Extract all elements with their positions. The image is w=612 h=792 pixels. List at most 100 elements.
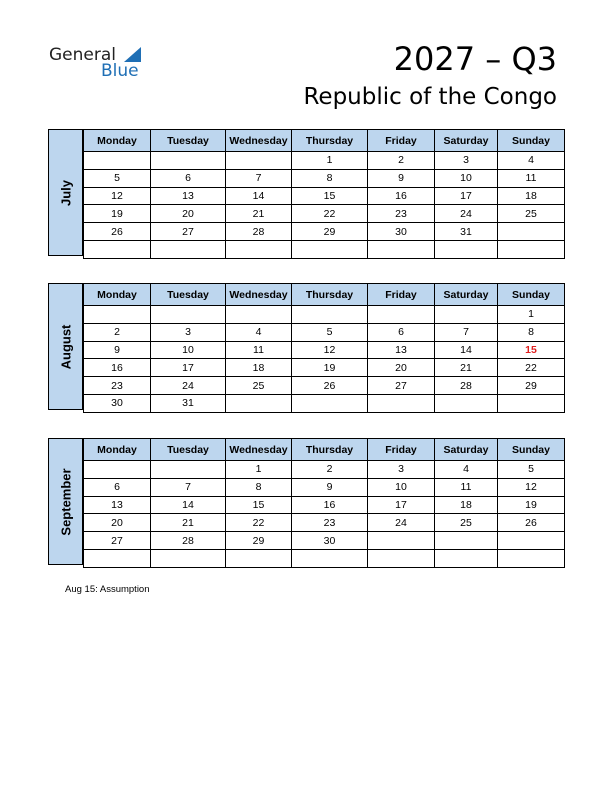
day-cell [367,548,435,568]
day-cell: 1 [497,305,565,324]
day-cell [497,222,565,241]
day-cell: 24 [150,376,226,395]
day-cell: 28 [434,376,498,395]
day-cell: 12 [83,186,151,206]
logo-general-text: General [49,45,116,65]
holiday-note: Aug 15: Assumption [65,584,150,595]
day-cell: 7 [225,168,292,188]
month-label: September [48,438,83,565]
day-cell: 29 [291,222,368,241]
day-cell [434,239,498,259]
day-cell: 22 [291,204,368,224]
weekday-header-row: Monday Tuesday Wednesday Thursday Friday Satu… [83,283,565,306]
day-cell [434,305,498,324]
day-cell [434,531,498,550]
calendar-table: Monday Tuesday Wednesday Thursday Friday Satu… [83,129,565,259]
day-cell: 29 [225,531,292,550]
week-row [83,548,565,568]
weekday-header: Tuesday [150,283,226,306]
day-cell [434,548,498,568]
day-cell: 13 [150,186,226,206]
day-cell [83,548,151,568]
day-cell: 18 [225,358,292,378]
day-cell [497,239,565,259]
day-cell [83,460,151,479]
day-cell [367,531,435,550]
week-row: 16 17 18 19 20 21 22 [83,358,565,378]
day-cell [150,151,226,170]
day-cell: 16 [83,358,151,378]
week-row: 12 13 14 15 16 17 18 [83,186,565,206]
day-cell: 20 [367,358,435,378]
day-cell [225,151,292,170]
month-label: July [48,129,83,256]
day-cell [497,548,565,568]
day-cell: 16 [367,186,435,206]
day-cell: 3 [434,151,498,170]
weekday-header: Friday [367,283,435,306]
week-row: 20 21 22 23 24 25 26 [83,513,565,533]
day-cell: 10 [434,168,498,188]
logo-blue-text: Blue [101,61,139,81]
month-name: September [58,467,73,536]
day-cell: 5 [83,168,151,188]
week-row: 30 31 [83,393,565,413]
weekday-header: Wednesday [225,283,292,306]
day-cell: 1 [291,151,368,170]
day-cell: 28 [225,222,292,241]
day-cell: 11 [225,340,292,360]
day-cell [291,393,368,413]
day-cell: 8 [225,477,292,497]
day-cell: 27 [83,531,151,550]
day-cell [291,239,368,259]
day-cell: 9 [367,168,435,188]
day-cell [291,305,368,324]
day-cell: 7 [150,477,226,497]
weekday-header: Friday [367,129,435,152]
weekday-header: Thursday [291,438,368,461]
month-label: August [48,283,83,410]
day-cell: 17 [150,358,226,378]
day-cell [83,239,151,259]
day-cell: 25 [434,513,498,533]
day-cell: 14 [225,186,292,206]
day-cell: 4 [225,322,292,342]
weekday-header: Monday [83,283,151,306]
weekday-header: Tuesday [150,129,226,152]
month-name: July [58,179,73,206]
weekday-header: Monday [83,129,151,152]
week-row: 23 24 25 26 27 28 29 [83,376,565,395]
weekday-header: Thursday [291,283,368,306]
day-cell: 29 [497,376,565,395]
day-cell: 2 [367,151,435,170]
day-cell: 31 [150,393,226,413]
day-cell: 12 [497,477,565,497]
day-cell [150,548,226,568]
page-title: 2027 – Q3 [393,40,557,78]
day-cell: 27 [367,376,435,395]
week-row: 5 6 7 8 9 10 11 [83,168,565,188]
day-cell: 18 [434,495,498,515]
day-cell: 12 [291,340,368,360]
day-cell: 10 [150,340,226,360]
weekday-header-row: Monday Tuesday Wednesday Thursday Friday Satu… [83,129,565,152]
day-cell: 19 [497,495,565,515]
day-cell: 30 [367,222,435,241]
weekday-header: Saturday [434,438,498,461]
day-cell [150,305,226,324]
day-cell: 6 [367,322,435,342]
day-cell: 19 [291,358,368,378]
weekday-header: Saturday [434,283,498,306]
day-cell [434,393,498,413]
day-cell: 15 [225,495,292,515]
day-cell: 17 [434,186,498,206]
day-cell: 8 [497,322,565,342]
day-cell: 26 [83,222,151,241]
day-cell: 11 [497,168,565,188]
weekday-header: Sunday [497,283,565,306]
day-cell: 2 [83,322,151,342]
weekday-header: Saturday [434,129,498,152]
day-cell [150,460,226,479]
